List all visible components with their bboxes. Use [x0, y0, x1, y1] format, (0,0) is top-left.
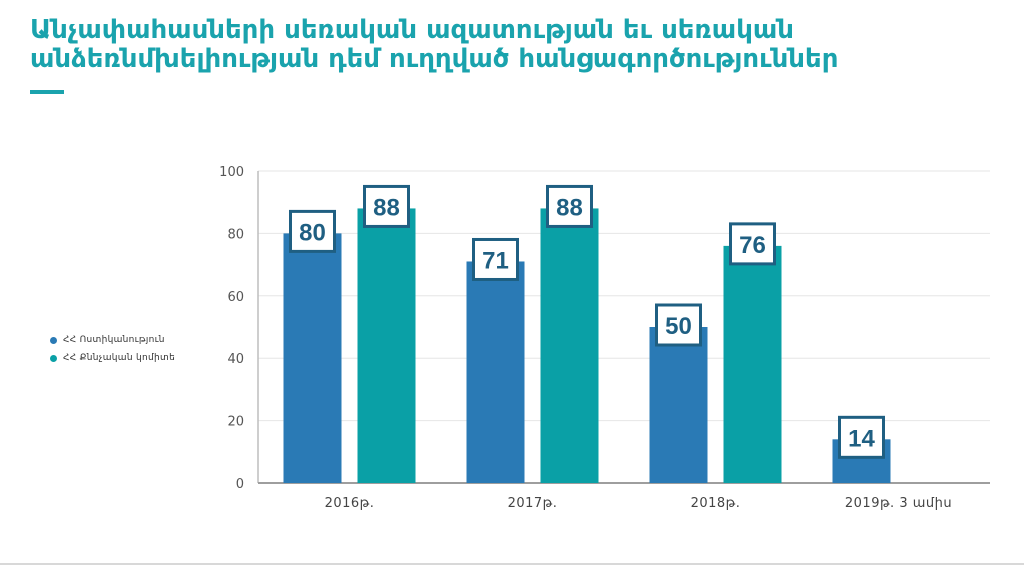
page-title: Անչափահասների սեռական ազատության եւ սեռա…: [30, 15, 839, 74]
data-label-box: [838, 415, 885, 459]
y-tick-label: 60: [227, 290, 244, 305]
legend-label-police: ՀՀ Ոստիկանություն: [63, 335, 165, 345]
y-tick-label: 40: [227, 352, 244, 367]
data-label: 80: [299, 219, 326, 246]
legend-swatch-investigative: [50, 354, 57, 362]
data-label: 88: [373, 194, 400, 221]
data-label-box: [472, 237, 519, 281]
chart-legend: ՀՀ Ոստիկանություն ՀՀ Քննչական կոմիտե: [50, 331, 175, 367]
legend-label-investigative: ՀՀ Քննչական կոմիտե: [63, 353, 176, 363]
bar: [540, 208, 599, 483]
bar: [723, 245, 782, 483]
x-tick-label: 2017թ.: [508, 496, 558, 511]
bar: [649, 327, 708, 483]
x-tick-label: 2019թ. 3 ամիս: [845, 496, 952, 511]
data-label: 88: [556, 194, 583, 221]
title-underline: [30, 90, 64, 94]
data-label-box: [289, 209, 336, 253]
bar: [283, 233, 342, 483]
data-label: 71: [482, 247, 509, 274]
data-label: 14: [848, 425, 875, 452]
legend-item-police: ՀՀ Ոստիկանություն: [50, 331, 175, 349]
legend-swatch-police: [50, 336, 57, 344]
footer-divider: [0, 563, 1024, 565]
bar: [357, 208, 416, 483]
data-label-box: [546, 184, 593, 228]
y-tick-label: 100: [219, 165, 244, 180]
legend-item-investigative: ՀՀ Քննչական կոմիտե: [50, 349, 175, 367]
data-label-box: [729, 222, 776, 266]
x-tick-label: 2016թ.: [325, 496, 375, 511]
data-label: 50: [665, 313, 692, 340]
data-label: 76: [739, 232, 766, 259]
x-tick-label: 2018թ.: [691, 496, 741, 511]
y-tick-label: 0: [236, 477, 244, 492]
data-label-box: [363, 184, 410, 228]
bar: [466, 261, 525, 483]
data-label-box: [655, 303, 702, 347]
y-tick-label: 20: [227, 415, 244, 430]
y-tick-label: 80: [227, 227, 244, 242]
